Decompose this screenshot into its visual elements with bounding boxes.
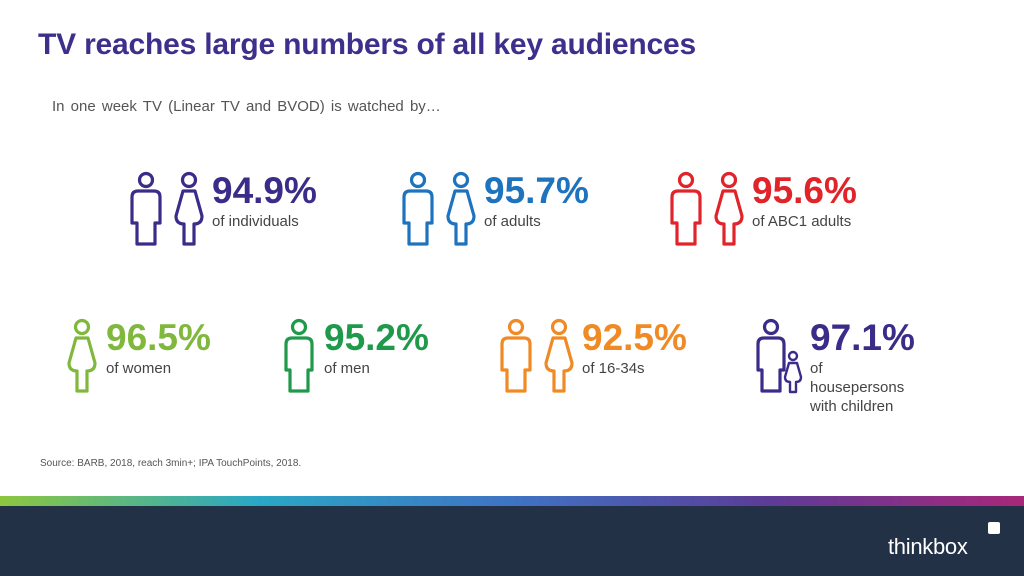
- logo-square-icon: [988, 522, 1000, 534]
- stat-value: 97.1%: [810, 317, 915, 358]
- woman-icon: [67, 318, 97, 393]
- footer-bar: [0, 506, 1024, 576]
- stat-label: of individuals: [212, 213, 299, 230]
- source-note: Source: BARB, 2018, reach 3min+; IPA Tou…: [40, 458, 302, 469]
- page-title: TV reaches large numbers of all key audi…: [38, 28, 696, 61]
- adult-and-child-icon: [756, 318, 803, 394]
- stat-label: of men: [324, 360, 370, 377]
- stat-value: 95.7%: [484, 170, 589, 211]
- man-icon: [284, 318, 314, 393]
- brand-logo: thinkbox: [888, 534, 968, 559]
- man-and-woman-icon: [402, 171, 476, 246]
- stat-label: of 16-34s: [582, 360, 645, 377]
- man-and-woman-icon: [500, 318, 574, 393]
- subtitle: In one week TV (Linear TV and BVOD) is w…: [52, 98, 441, 115]
- stat-value: 94.9%: [212, 170, 317, 211]
- stat-label: of women: [106, 360, 172, 377]
- gradient-stripe: [0, 496, 1024, 506]
- stat-label: of ABC1 adults: [752, 213, 852, 230]
- stat-label: of adults: [484, 213, 541, 230]
- man-and-woman-icon: [130, 171, 204, 246]
- stat-value: 92.5%: [582, 317, 687, 358]
- stat-label: of housepersons with children: [810, 360, 905, 415]
- man-and-woman-icon: [670, 171, 744, 246]
- stat-value: 96.5%: [106, 317, 211, 358]
- stat-value: 95.6%: [752, 170, 857, 211]
- stat-value: 95.2%: [324, 317, 429, 358]
